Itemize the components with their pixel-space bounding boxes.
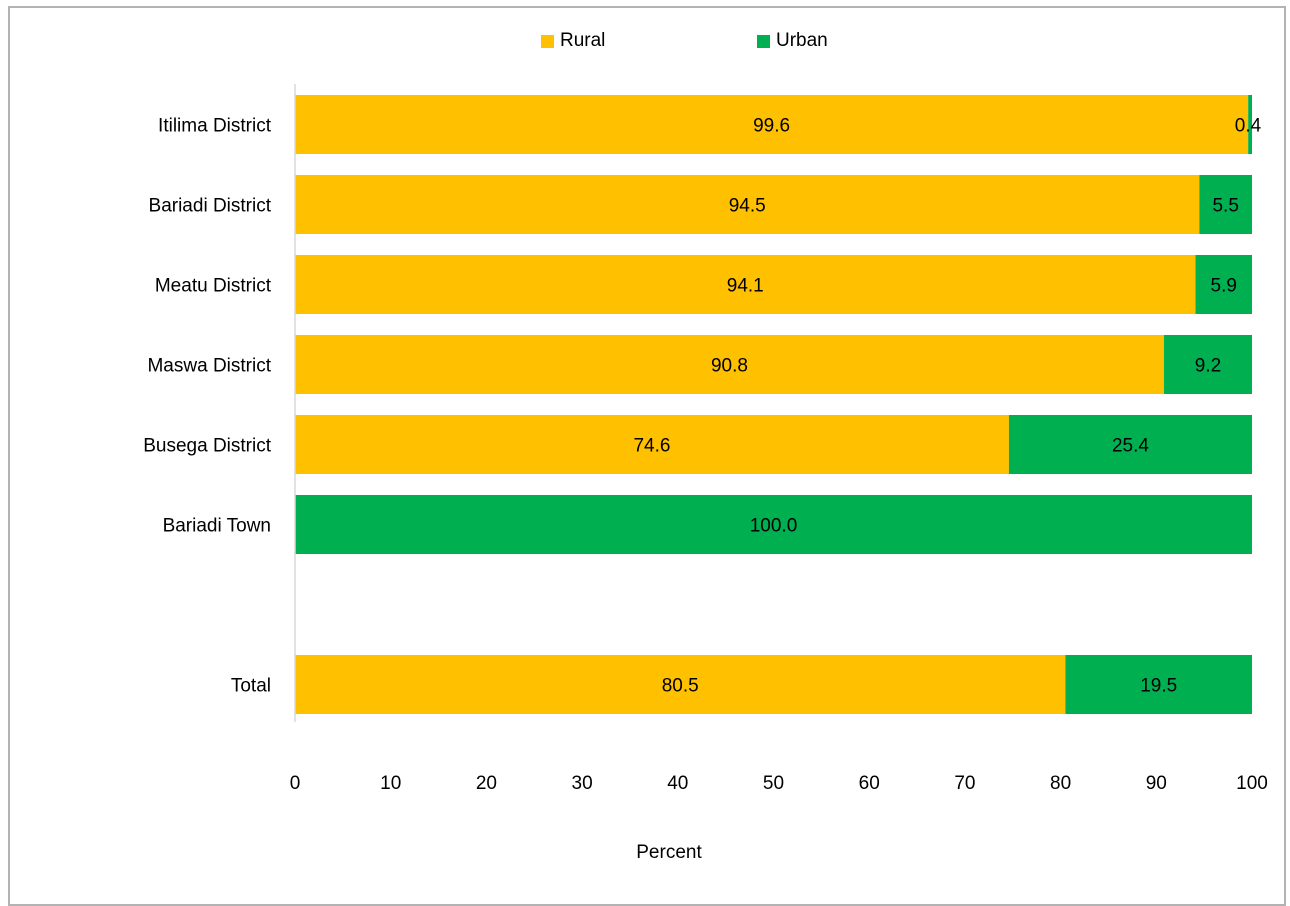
x-tick-label-50: 50 xyxy=(763,773,784,794)
category-label-bariadi-town: Bariadi Town xyxy=(163,516,271,537)
data-label-rural-bariadi-district: 94.5 xyxy=(729,196,766,217)
bar-rural-meatu-district xyxy=(295,255,1196,314)
bar-group xyxy=(295,95,1252,714)
data-label-urban-maswa-district: 9.2 xyxy=(1195,356,1221,377)
data-label-urban-bariadi-town: 100.0 xyxy=(750,516,798,537)
category-label-bariadi-district: Bariadi District xyxy=(149,196,272,217)
data-label-rural-maswa-district: 90.8 xyxy=(711,356,748,377)
data-label-rural-busega-district: 74.6 xyxy=(633,436,670,457)
category-label-total: Total xyxy=(231,676,271,697)
x-tick-label-10: 10 xyxy=(380,773,401,794)
x-tick-label-70: 70 xyxy=(954,773,975,794)
x-axis-tick-labels: 0 10 20 30 40 50 60 70 80 90 100 xyxy=(290,773,1268,794)
category-label-busega-district: Busega District xyxy=(143,436,271,457)
legend-swatch-urban xyxy=(757,34,770,48)
bar-rural-maswa-district xyxy=(295,335,1164,394)
x-tick-label-60: 60 xyxy=(859,773,880,794)
data-label-urban-busega-district: 25.4 xyxy=(1112,436,1149,457)
legend-item-rural: Rural xyxy=(541,30,605,52)
bar-rural-itilima-district xyxy=(295,95,1249,154)
bar-urban-meatu-district xyxy=(1195,255,1252,314)
data-label-urban-total: 19.5 xyxy=(1140,676,1177,697)
data-label-rural-total: 80.5 xyxy=(662,676,699,697)
x-tick-label-30: 30 xyxy=(572,773,593,794)
x-tick-label-100: 100 xyxy=(1236,773,1268,794)
bar-rural-total xyxy=(295,655,1066,714)
x-tick-label-40: 40 xyxy=(667,773,688,794)
bar-urban-bariadi-town xyxy=(295,495,1252,554)
data-label-group: 99.6 0.4 94.5 5.5 94.1 5.9 90.8 9.2 74.6 25.4 100.… xyxy=(633,116,1261,697)
x-tick-label-20: 20 xyxy=(476,773,497,794)
x-tick-label-80: 80 xyxy=(1050,773,1071,794)
data-label-urban-bariadi-district: 5.5 xyxy=(1212,196,1238,217)
bar-urban-busega-district xyxy=(1008,415,1252,474)
category-label-meatu-district: Meatu District xyxy=(155,276,272,297)
bar-urban-bariadi-district xyxy=(1199,175,1252,234)
bar-rural-busega-district xyxy=(295,415,1009,474)
category-label-itilima-district: Itilima District xyxy=(158,116,272,137)
category-label-maswa-district: Maswa District xyxy=(147,356,271,377)
legend-swatch-rural xyxy=(541,34,554,48)
bar-rural-bariadi-district xyxy=(295,175,1200,234)
category-axis-labels: Itilima District Bariadi District Meatu Di… xyxy=(143,116,271,697)
data-label-urban-itilima-district: 0.4 xyxy=(1235,116,1262,137)
x-axis-title: Percent xyxy=(636,842,702,863)
legend-label-rural: Rural xyxy=(560,30,606,51)
legend-label-urban: Urban xyxy=(776,30,828,51)
legend-item-urban: Urban xyxy=(757,30,828,52)
x-tick-label-0: 0 xyxy=(290,773,301,794)
bar-urban-total xyxy=(1065,655,1252,714)
data-label-rural-itilima-district: 99.6 xyxy=(753,116,790,137)
x-tick-label-90: 90 xyxy=(1146,773,1167,794)
bar-urban-itilima-district xyxy=(1248,95,1252,154)
bar-urban-maswa-district xyxy=(1163,335,1252,394)
data-label-urban-meatu-district: 5.9 xyxy=(1211,276,1237,297)
data-label-rural-meatu-district: 94.1 xyxy=(727,276,764,297)
